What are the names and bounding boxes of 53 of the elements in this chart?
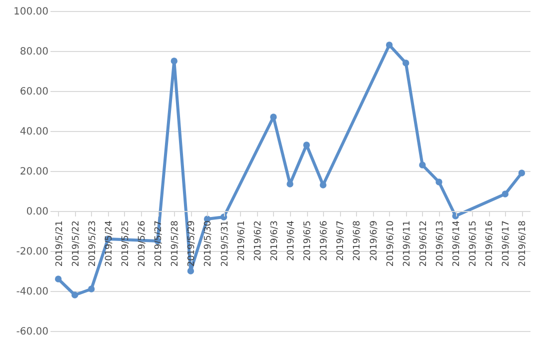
x-tick-label: 2019/5/29 (187, 220, 198, 267)
point (386, 42, 393, 48)
y-tick-label: -60.00 (16, 326, 48, 338)
point (170, 58, 178, 64)
y-tick-label: 60.00 (20, 86, 48, 98)
y-tick-label: -40.00 (16, 286, 48, 298)
x-tick-label: 2019/6/13 (435, 220, 446, 267)
x-tick-label: 2019/5/25 (120, 220, 131, 267)
y-tick-label: 80.00 (20, 46, 48, 58)
x-tick-label: 2019/6/9 (369, 220, 380, 261)
point (518, 170, 526, 176)
x-tick-label: 2019/6/15 (468, 220, 479, 267)
x-tick-label: 2019/6/12 (418, 220, 429, 267)
x-tick-label: 2019/6/3 (270, 220, 280, 261)
x-tick-label: 2019/6/11 (402, 220, 412, 267)
point (402, 60, 410, 66)
x-tick-label: 2019/6/16 (485, 220, 496, 267)
x-tick-label: 2019/5/31 (220, 220, 230, 267)
x-tick-label: 2019/6/17 (502, 220, 512, 267)
point (88, 286, 95, 292)
y-tick-label: 20.00 (20, 166, 48, 178)
x-tick-label: 2019/5/26 (138, 220, 148, 267)
x-tick-label: 2019/6/2 (253, 220, 264, 261)
x-tick-label: 2019/5/23 (88, 220, 98, 267)
x-tick-label: 2019/5/22 (71, 220, 82, 267)
x-tick-label: 2019/6/10 (386, 220, 396, 267)
point (270, 114, 277, 120)
x-tick-label: 2019/5/27 (154, 220, 164, 267)
x-tick-label: 2019/5/21 (54, 220, 65, 267)
y-tick-label: 40.00 (20, 126, 48, 138)
point (320, 182, 326, 188)
x-tick-label: 2019/6/5 (303, 220, 314, 261)
x-tick-label: 2019/6/14 (452, 220, 462, 267)
point (436, 178, 442, 186)
y-tick-label: 0.00 (26, 206, 48, 218)
point (502, 190, 509, 198)
x-tick-label: 2019/6/7 (336, 220, 346, 261)
x-tick-label: 2019/5/30 (204, 220, 214, 267)
point (54, 276, 62, 282)
point (187, 268, 194, 274)
point (71, 292, 78, 298)
point (286, 180, 294, 188)
x-tick-label: 2019/5/24 (104, 220, 114, 267)
x-tick-label: 2019/6/6 (320, 220, 330, 261)
x-tick-label: 2019/6/8 (352, 220, 363, 261)
x-tick-label: 2019/6/4 (286, 220, 296, 261)
y-tick-label: 100.00 (14, 6, 48, 18)
point (303, 142, 310, 148)
point (419, 162, 426, 168)
x-tick-label: 2019/5/28 (170, 220, 181, 267)
x-tick-label: 2019/6/1 (236, 220, 247, 261)
x-tick-label: 2019/6/18 (518, 220, 528, 267)
y-tick-label: -20.00 (16, 246, 48, 258)
